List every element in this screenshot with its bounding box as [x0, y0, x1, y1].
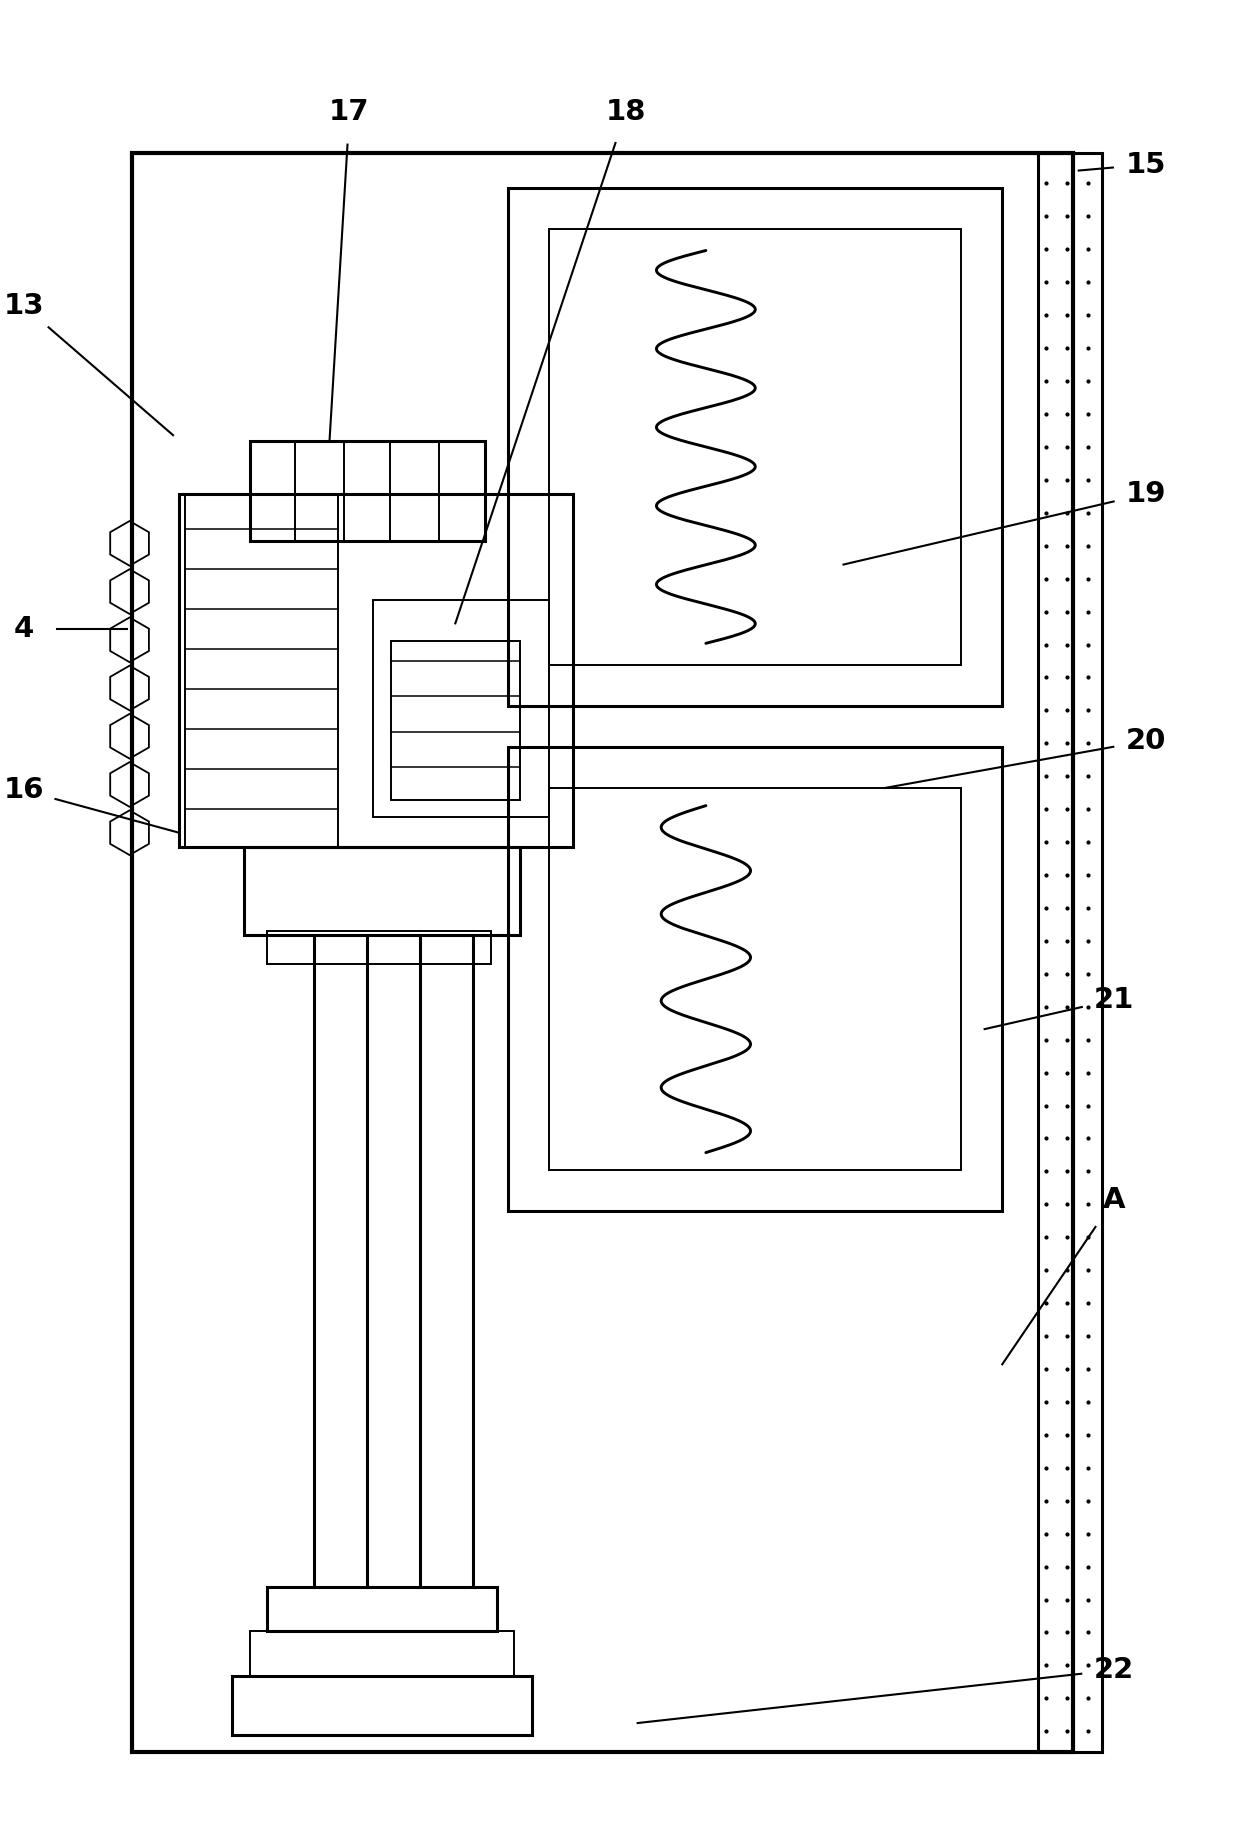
Bar	[549, 788, 961, 1170]
Text: 15: 15	[1126, 151, 1166, 179]
Bar	[389, 441, 439, 541]
Text: 16: 16	[4, 777, 43, 804]
Bar	[391, 642, 520, 800]
Text: 22: 22	[1094, 1655, 1135, 1684]
Bar	[267, 932, 491, 964]
Text: 13: 13	[4, 292, 43, 319]
Bar	[267, 1586, 496, 1632]
Bar	[185, 494, 337, 848]
Text: 17: 17	[329, 98, 370, 126]
Bar	[373, 600, 549, 817]
Text: 20: 20	[1126, 727, 1166, 755]
Bar	[179, 494, 573, 848]
Bar	[249, 441, 485, 541]
Text: 4: 4	[14, 614, 33, 644]
Bar	[131, 153, 1073, 1752]
Text: 18: 18	[605, 98, 646, 126]
Text: 21: 21	[1094, 986, 1135, 1014]
Bar	[243, 848, 520, 935]
Bar	[1038, 153, 1102, 1752]
Bar	[295, 441, 345, 541]
Bar	[508, 747, 1002, 1212]
Text: A: A	[1102, 1185, 1125, 1214]
Text: 19: 19	[1126, 479, 1166, 509]
Bar	[232, 1675, 532, 1735]
Bar	[549, 230, 961, 665]
Bar	[508, 188, 1002, 706]
Bar	[249, 1632, 515, 1675]
